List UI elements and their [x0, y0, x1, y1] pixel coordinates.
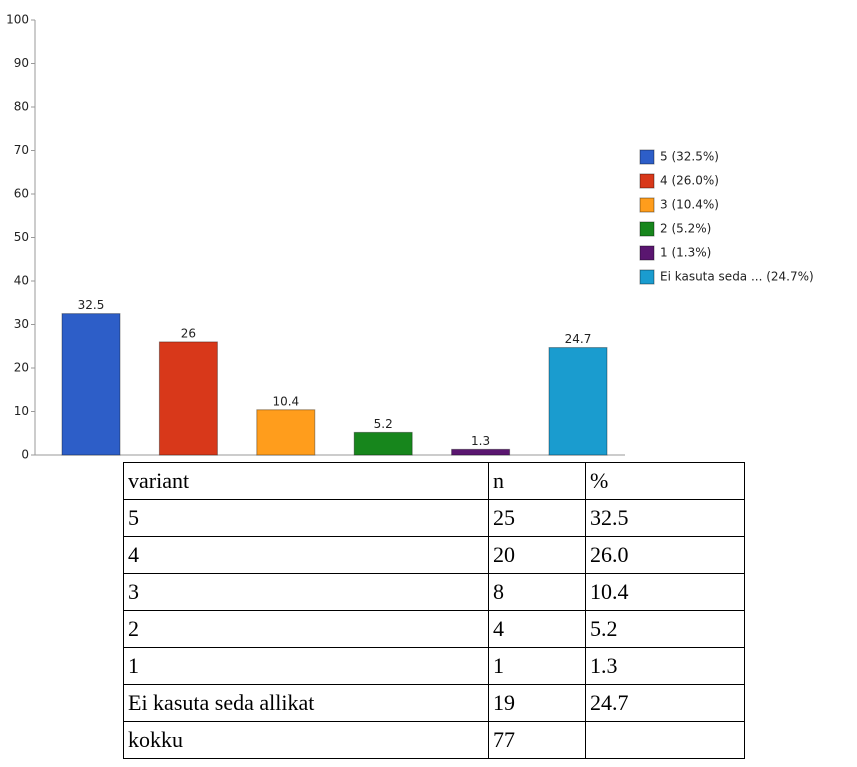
table-cell: 1 — [488, 647, 586, 685]
table-cell — [585, 721, 745, 759]
legend-swatch — [639, 149, 655, 165]
legend-swatch — [639, 197, 655, 213]
table-cell: kokku — [123, 721, 489, 759]
legend-swatch — [639, 245, 655, 261]
table-row: Ei kasuta seda allikat 19 24.7 — [123, 684, 745, 722]
table-cell: n — [488, 462, 586, 500]
table-cell: 77 — [488, 721, 586, 759]
table-cell: 19 — [488, 684, 586, 722]
y-tick-label: 70 — [14, 143, 29, 157]
table-cell: 20 — [488, 536, 586, 574]
y-tick-label: 50 — [14, 230, 29, 244]
legend-swatch — [639, 173, 655, 189]
value-label: 24.7 — [565, 332, 592, 346]
legend-label: 3 (10.4%) — [660, 198, 719, 212]
table-row: 2 4 5.2 — [123, 610, 745, 648]
data-table: variant n% 5 25 32.5 4 20 26.0 3 8 10.4 2 4 5.2 1 1 1.3 E… — [123, 462, 745, 759]
y-tick-label: 40 — [14, 274, 29, 288]
y-tick-label: 90 — [14, 56, 29, 70]
bar — [61, 313, 121, 456]
table-cell: 1 — [123, 647, 489, 685]
y-tick-label: 60 — [14, 187, 29, 201]
y-tick-label: 0 — [21, 448, 29, 462]
table-cell: 32.5 — [585, 499, 745, 537]
legend-label: 4 (26.0%) — [660, 174, 719, 188]
table-cell: % — [585, 462, 745, 500]
table-row: 3 8 10.4 — [123, 573, 745, 611]
chart: 0 10 20 30 40 50 60 70 80 90 100 32.5 26 10.4 5.2 1.3 24… — [6, 13, 814, 462]
y-tick-label: 30 — [14, 317, 29, 331]
table-row: 1 1 1.3 — [123, 647, 745, 685]
legend-label: 2 (5.2%) — [660, 222, 711, 236]
legend-label: 5 (32.5%) — [660, 150, 719, 164]
table-cell: 3 — [123, 573, 489, 611]
value-label: 10.4 — [272, 394, 299, 408]
legend-swatch — [639, 269, 655, 285]
y-tick-label: 20 — [14, 361, 29, 375]
table-cell: Ei kasuta seda allikat — [123, 684, 489, 722]
bar — [548, 347, 608, 456]
table-cell: 2 — [123, 610, 489, 648]
bar — [158, 341, 218, 456]
legend-label: 1 (1.3%) — [660, 246, 711, 260]
value-label: 1.3 — [471, 434, 490, 448]
table-cell: 5 — [123, 499, 489, 537]
table-cell: variant — [123, 462, 489, 500]
table-cell: 1.3 — [585, 647, 745, 685]
y-tick-label: 80 — [14, 100, 29, 114]
table-cell: 26.0 — [585, 536, 745, 574]
legend-swatch — [639, 221, 655, 237]
table-cell: 25 — [488, 499, 586, 537]
table-cell: 10.4 — [585, 573, 745, 611]
y-tick-label: 100 — [6, 13, 29, 27]
y-tick-label: 10 — [14, 404, 29, 418]
table-row: 4 20 26.0 — [123, 536, 745, 574]
legend-label: Ei kasuta seda ... (24.7%) — [660, 270, 814, 284]
table-row: kokku 77 — [123, 721, 745, 759]
table-cell: 8 — [488, 573, 586, 611]
value-label: 32.5 — [78, 298, 105, 312]
value-label: 5.2 — [374, 417, 393, 431]
bar — [353, 431, 413, 456]
table-cell: 4 — [123, 536, 489, 574]
table-row: variant n% — [123, 462, 745, 500]
table-row: 5 25 32.5 — [123, 499, 745, 537]
table-cell: 5.2 — [585, 610, 745, 648]
table-cell: 24.7 — [585, 684, 745, 722]
bar — [451, 448, 511, 456]
table-cell: 4 — [488, 610, 586, 648]
bar — [256, 409, 316, 456]
value-label: 26 — [181, 326, 196, 340]
